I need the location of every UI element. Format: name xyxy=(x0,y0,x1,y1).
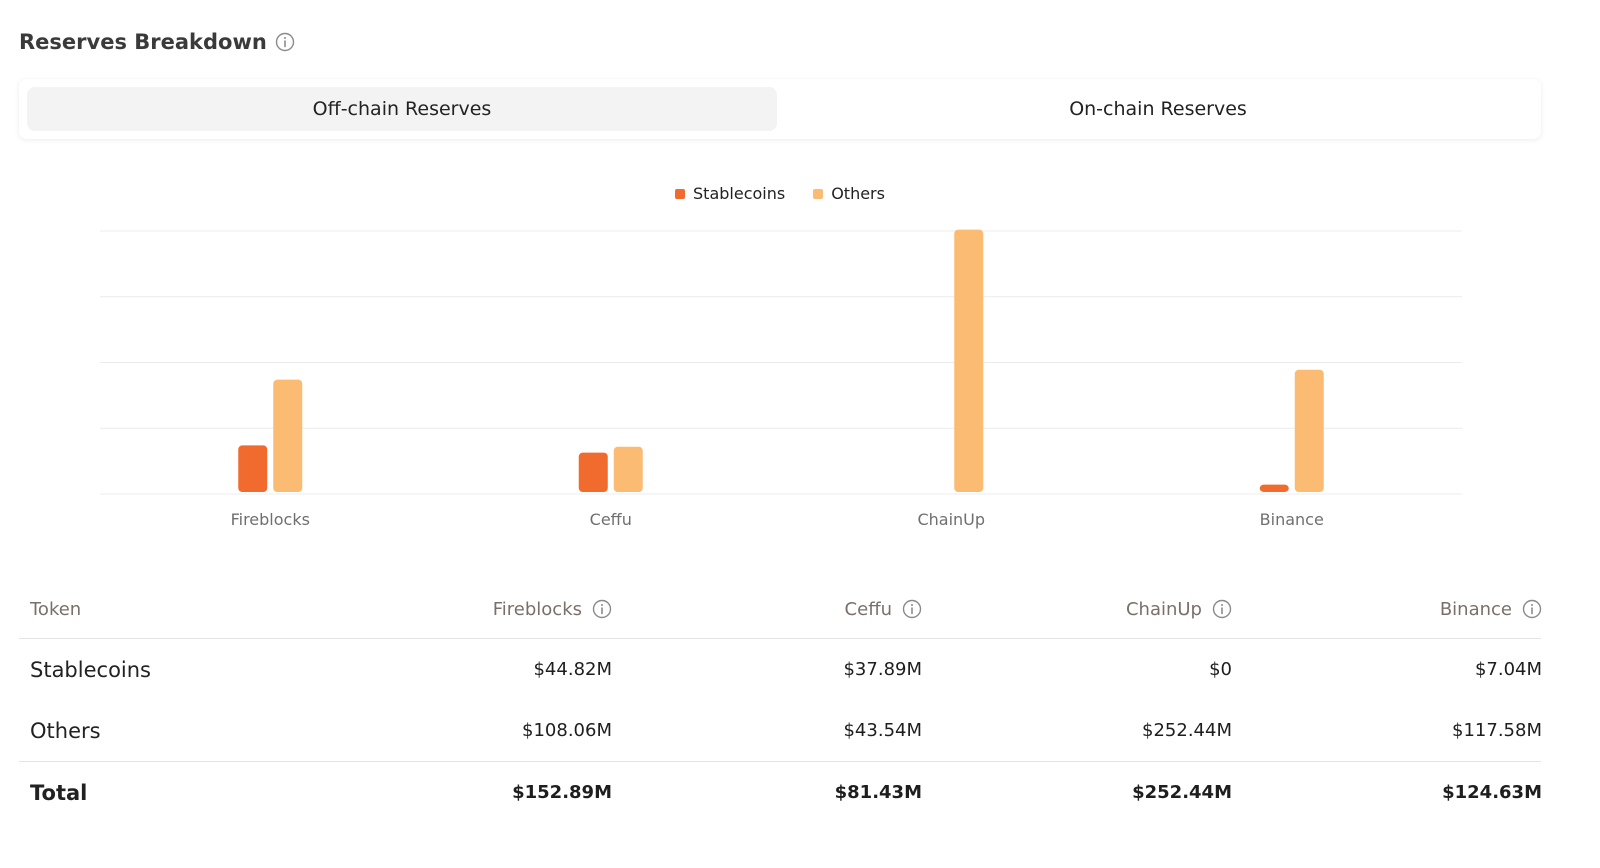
table-row: Others $108.06M $43.54M $252.44M $117.58… xyxy=(19,700,1542,761)
column-header-label: Binance xyxy=(1439,598,1512,620)
row-label-others: Others xyxy=(30,718,101,743)
page-title: Reserves Breakdown xyxy=(19,30,267,54)
table-cell: $0 xyxy=(1209,659,1232,680)
bar-binance-others[interactable] xyxy=(1294,369,1324,492)
table-cell: $108.06M xyxy=(522,720,612,741)
x-tick-label: Ceffu xyxy=(590,510,632,529)
x-tick-label: Fireblocks xyxy=(231,510,310,529)
column-header-fireblocks: Fireblocks xyxy=(350,599,612,620)
legend-swatch-stablecoins xyxy=(675,188,686,199)
table-cell: $252.44M xyxy=(1142,720,1232,741)
column-header-ceffu: Ceffu xyxy=(612,599,922,620)
info-icon[interactable] xyxy=(275,32,295,52)
reserves-tabs: Off-chain Reserves On-chain Reserves xyxy=(19,79,1541,139)
total-cell: $124.63M xyxy=(1442,782,1542,803)
info-icon[interactable] xyxy=(1212,599,1232,619)
bar-binance-stablecoins[interactable] xyxy=(1259,484,1289,492)
bar-ceffu-stablecoins[interactable] xyxy=(578,452,608,492)
x-tick-label: ChainUp xyxy=(917,510,985,529)
section-header: Reserves Breakdown xyxy=(19,30,295,54)
table-total-row: Total $152.89M $81.43M $252.44M $124.63M xyxy=(19,761,1542,823)
legend-swatch-others xyxy=(813,188,824,199)
table-cell: $7.04M xyxy=(1474,659,1542,680)
chart-legend: Stablecoins Others xyxy=(0,184,1560,203)
info-icon[interactable] xyxy=(902,599,922,619)
row-label-stablecoins: Stablecoins xyxy=(30,657,151,682)
reserves-table: Token Fireblocks Ceffu ChainUp B xyxy=(19,580,1542,823)
bar-fireblocks-others[interactable] xyxy=(273,379,303,492)
x-tick-label: Binance xyxy=(1260,510,1324,529)
tab-off-chain-reserves[interactable]: Off-chain Reserves xyxy=(27,87,777,131)
total-cell: $252.44M xyxy=(1132,782,1232,803)
tab-label: Off-chain Reserves xyxy=(312,98,492,120)
bar-chainup-others[interactable] xyxy=(954,229,984,492)
table-header-row: Token Fireblocks Ceffu ChainUp B xyxy=(19,580,1542,639)
reserves-bar-chart: Fireblocks Ceffu ChainUp Binance xyxy=(100,229,1462,529)
column-header-token: Token xyxy=(30,598,82,620)
legend-label: Stablecoins xyxy=(693,184,786,203)
legend-item-stablecoins[interactable]: Stablecoins xyxy=(675,184,785,203)
column-header-label: ChainUp xyxy=(1125,598,1202,620)
info-icon[interactable] xyxy=(1522,599,1542,619)
bar-fireblocks-stablecoins[interactable] xyxy=(238,445,268,492)
column-header-chainup: ChainUp xyxy=(922,599,1232,620)
column-header-binance: Binance xyxy=(1232,599,1542,620)
table-row: Stablecoins $44.82M $37.89M $0 $7.04M xyxy=(19,639,1542,700)
total-cell: $81.43M xyxy=(834,782,922,803)
tab-on-chain-reserves[interactable]: On-chain Reserves xyxy=(783,87,1533,131)
bar-ceffu-others[interactable] xyxy=(613,446,643,492)
row-label-total: Total xyxy=(30,780,88,805)
column-header-label: Fireblocks xyxy=(492,598,582,620)
legend-label: Others xyxy=(831,184,885,203)
table-cell: $44.82M xyxy=(533,659,612,680)
table-cell: $43.54M xyxy=(843,720,922,741)
table-cell: $117.58M xyxy=(1452,720,1542,741)
column-header-label: Ceffu xyxy=(844,598,892,620)
tab-label: On-chain Reserves xyxy=(1069,98,1247,120)
legend-item-others[interactable]: Others xyxy=(813,184,885,203)
table-cell: $37.89M xyxy=(843,659,922,680)
total-cell: $152.89M xyxy=(512,782,612,803)
info-icon[interactable] xyxy=(592,599,612,619)
